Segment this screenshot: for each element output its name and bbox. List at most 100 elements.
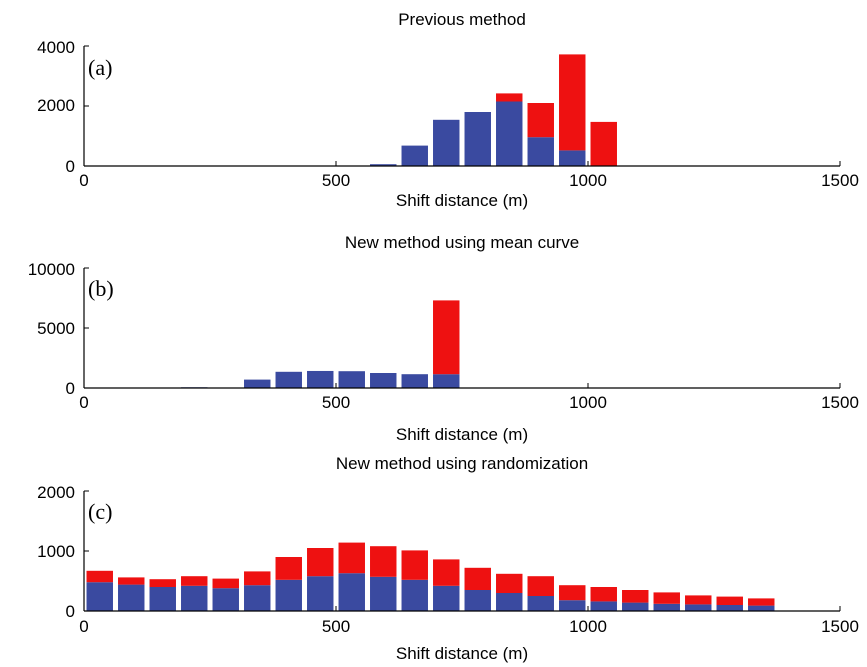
panel-c-bar-bottom-19 — [685, 604, 712, 611]
panel-a-bar-bottom-2 — [433, 119, 460, 166]
panel-a-bars — [370, 54, 617, 166]
panel-c: New method using randomization (c) 0 100… — [37, 454, 859, 663]
panel-b-bar-bottom-3 — [307, 370, 334, 388]
panel-c-bar-top-14 — [527, 576, 554, 596]
panel-c-bar-top-6 — [275, 557, 302, 580]
panel-b-xtick-0: 0 — [79, 393, 88, 412]
panel-a-bar-bottom-3 — [464, 112, 491, 166]
panel-b-ytick-2: 10000 — [28, 260, 75, 279]
panel-c-bar-top-1 — [118, 577, 145, 585]
panel-c-bar-bottom-7 — [307, 576, 334, 611]
panel-c-title: New method using randomization — [336, 454, 588, 473]
panel-b-ytick-0: 0 — [66, 379, 75, 398]
panel-b-ytick-1: 5000 — [37, 319, 75, 338]
panel-a-ytick-1: 2000 — [37, 96, 75, 115]
panel-c-bar-top-2 — [149, 579, 176, 587]
panel-a-ticks: 0 2000 4000 0 500 1000 1500 — [37, 38, 859, 190]
panel-a-axes — [83, 45, 841, 167]
panel-c-bar-bottom-11 — [433, 585, 460, 611]
panel-b-label: (b) — [88, 276, 114, 301]
panel-c-bar-top-18 — [653, 592, 680, 604]
panel-a-xlabel: Shift distance (m) — [396, 191, 528, 210]
panel-c-bar-top-5 — [244, 571, 271, 586]
panel-c-ticks: 0 1000 2000 0 500 1000 1500 — [37, 483, 859, 636]
panel-c-bar-bottom-1 — [118, 584, 145, 611]
panel-b-xtick-3: 1500 — [821, 393, 859, 412]
panel-c-bar-top-13 — [496, 573, 523, 593]
panel-a-bar-top-7 — [590, 121, 617, 166]
panel-c-bar-bottom-10 — [401, 579, 428, 611]
panel-c-xtick-1: 500 — [322, 617, 350, 636]
panel-b: New method using mean curve (b) 0 5000 1… — [28, 233, 859, 444]
panel-b-bar-bottom-4 — [338, 371, 365, 388]
panel-c-axes — [83, 490, 841, 612]
panel-a-xtick-1: 500 — [322, 171, 350, 190]
panel-c-xlabel: Shift distance (m) — [396, 644, 528, 663]
panel-c-xtick-2: 1000 — [569, 617, 607, 636]
panel-c-bar-bottom-9 — [370, 576, 397, 611]
panel-c-bar-top-7 — [307, 548, 334, 577]
panel-c-bar-bottom-8 — [338, 573, 365, 611]
panel-a-xtick-0: 0 — [79, 171, 88, 190]
panel-a-bar-bottom-0 — [370, 164, 397, 166]
panel-c-ytick-2: 2000 — [37, 483, 75, 502]
panel-b-xtick-2: 1000 — [569, 393, 607, 412]
panel-b-bars — [181, 300, 460, 388]
panel-c-bar-bottom-21 — [748, 605, 775, 611]
panel-b-title: New method using mean curve — [345, 233, 579, 252]
panel-c-bar-bottom-6 — [275, 579, 302, 611]
panel-c-label: (c) — [88, 499, 112, 524]
panel-a-label: (a) — [88, 55, 112, 80]
panel-b-bar-top-7 — [433, 300, 460, 375]
panel-c-plot — [83, 490, 841, 612]
panel-b-xtick-1: 500 — [322, 393, 350, 412]
panel-a-ytick-0: 0 — [66, 157, 75, 176]
panel-c-bar-bottom-0 — [86, 582, 113, 611]
panel-b-bar-bottom-1 — [244, 379, 271, 388]
panel-c-xtick-0: 0 — [79, 617, 88, 636]
panel-a-ytick-2: 4000 — [37, 38, 75, 57]
panel-c-bar-top-4 — [212, 578, 239, 589]
panel-c-bar-bottom-3 — [181, 585, 208, 611]
panel-a-bar-top-6 — [559, 54, 586, 151]
panel-c-bar-bottom-4 — [212, 588, 239, 611]
panel-c-bar-bottom-20 — [716, 605, 743, 611]
panel-b-bar-bottom-5 — [370, 373, 397, 388]
panel-c-bars — [86, 542, 775, 611]
panel-c-bar-bottom-16 — [590, 601, 617, 611]
panel-c-bar-top-10 — [401, 550, 428, 580]
panel-c-bar-top-19 — [685, 595, 712, 605]
panel-c-bar-bottom-12 — [464, 590, 491, 611]
panel-a-bar-bottom-6 — [559, 150, 586, 166]
panel-a-bar-top-4 — [496, 93, 523, 102]
panel-b-xlabel: Shift distance (m) — [396, 425, 528, 444]
panel-c-bar-top-15 — [559, 585, 586, 601]
panel-c-bar-bottom-13 — [496, 593, 523, 611]
panel-b-axes — [83, 267, 841, 389]
panel-c-bar-bottom-14 — [527, 596, 554, 611]
panel-c-ytick-1: 1000 — [37, 542, 75, 561]
panel-c-bar-top-21 — [748, 598, 775, 606]
panel-c-bar-top-9 — [370, 546, 397, 577]
panel-c-bar-top-0 — [86, 570, 113, 583]
panel-b-bar-bottom-2 — [275, 371, 302, 388]
panel-c-bar-bottom-17 — [622, 602, 649, 611]
panel-a-bar-bottom-1 — [401, 145, 428, 166]
panel-c-bar-bottom-2 — [149, 587, 176, 611]
panel-c-bar-top-17 — [622, 590, 649, 603]
panel-a-xtick-2: 1000 — [569, 171, 607, 190]
panel-c-bar-bottom-18 — [653, 603, 680, 611]
panel-c-bar-bottom-15 — [559, 600, 586, 611]
panel-c-bar-top-12 — [464, 567, 491, 590]
panel-b-ticks: 0 5000 10000 0 500 1000 1500 — [28, 260, 859, 412]
panel-c-bar-top-20 — [716, 596, 743, 605]
panel-a-bar-top-5 — [527, 103, 554, 138]
panel-b-bar-bottom-7 — [433, 374, 460, 388]
panel-c-xtick-3: 1500 — [821, 617, 859, 636]
panel-a: Previous method (a) 0 2000 4000 0 500 10… — [37, 10, 859, 210]
panel-a-plot — [83, 45, 841, 167]
panel-c-bar-top-11 — [433, 559, 460, 586]
panel-c-bar-top-16 — [590, 587, 617, 602]
panel-a-title: Previous method — [398, 10, 526, 29]
panel-c-bar-top-8 — [338, 542, 365, 574]
